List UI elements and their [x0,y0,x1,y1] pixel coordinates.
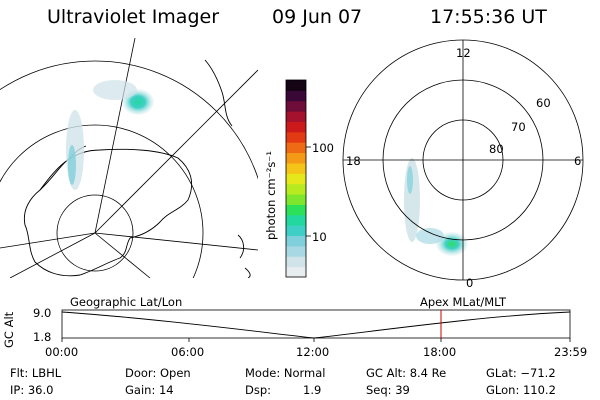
geo-aurora-arc-core [68,145,76,185]
info-flt: Flt: LBHL [10,366,62,380]
info-glat: GLat: −71.2 [486,366,556,380]
altitude-ytick-9: 9.0 [33,306,52,320]
colorbar-segment [286,142,306,154]
colorbar-segment [286,204,306,216]
altitude-ytick-1.8: 1.8 [33,330,52,344]
geo-meridians [0,38,258,278]
colorbar-segment [286,90,306,102]
colorbar-tick-100: 100 [312,141,334,155]
polar-plot [342,39,584,281]
island-coastline [237,234,251,278]
colorbar-segment [286,152,306,164]
info-door: Door: Open [125,366,191,380]
info-glon: GLon: 110.2 [486,383,556,397]
antarctica-coastline [23,148,192,277]
info-dsp-label: Dsp: [245,383,272,397]
info-dsp-value: 1.9 [303,383,322,397]
south-america-coastline [204,59,233,127]
altitude-xtick-1200: 12:00 [296,345,330,359]
info-seq: Seq: 39 [366,383,410,397]
altitude-xtick-0000: 00:00 [45,345,79,359]
colorbar [285,79,311,278]
colorbar-unit-label: photon cm⁻²s⁻¹ [264,151,278,240]
polar-aurora-oval-core [407,166,413,194]
mlt-label-18: 18 [346,154,361,168]
altitude-curve [61,311,571,339]
colorbar-segment [286,121,306,133]
altitude-plot [61,309,571,342]
geo-map-label: Geographic Lat/Lon [70,295,183,309]
altitude-xtick-1800: 18:00 [423,345,457,359]
date-label: 09 Jun 07 [272,6,363,28]
altitude-ylabel: GC Alt [2,311,16,348]
mlt-label-6: 6 [574,154,582,168]
info-gc-alt: GC Alt: 8.4 Re [366,366,447,380]
colorbar-segment [286,131,306,143]
altitude-xtick-0600: 06:00 [171,345,205,359]
colorbar-segment [286,214,306,226]
colorbar-segment [286,266,306,278]
geo-map [0,38,258,278]
mlat-label-70: 70 [511,120,526,134]
polar-plot-label: Apex MLat/MLT [420,295,507,309]
info-ip: IP: 36.0 [10,383,54,397]
mlt-label-0: 0 [466,276,474,290]
polar-aurora-patch [416,228,444,244]
colorbar-segment [286,100,306,112]
colorbar-segment [286,173,306,185]
colorbar-segment [286,245,306,257]
colorbar-segment [286,80,306,91]
colorbar-segment [286,111,306,122]
info-mode: Mode: Normal [245,366,326,380]
colorbar-segment [286,194,306,205]
mlat-label-80: 80 [489,142,504,156]
mlt-label-12: 12 [456,46,471,60]
geo-aurora-patch [93,80,137,100]
colorbar-segment [286,225,306,237]
geo-lat-circles [0,60,258,278]
colorbar-tick-10: 10 [312,230,327,244]
time-label: 17:55:36 UT [430,6,547,28]
mlat-label-60: 60 [536,96,551,110]
colorbar-segment [286,162,306,174]
altitude-xtick-2359: 23:59 [554,345,588,359]
colorbar-segment [286,235,306,247]
colorbar-segment [286,256,306,268]
info-gain: Gain: 14 [125,383,174,397]
instrument-title: Ultraviolet Imager [47,6,220,28]
colorbar-segment [286,183,306,195]
